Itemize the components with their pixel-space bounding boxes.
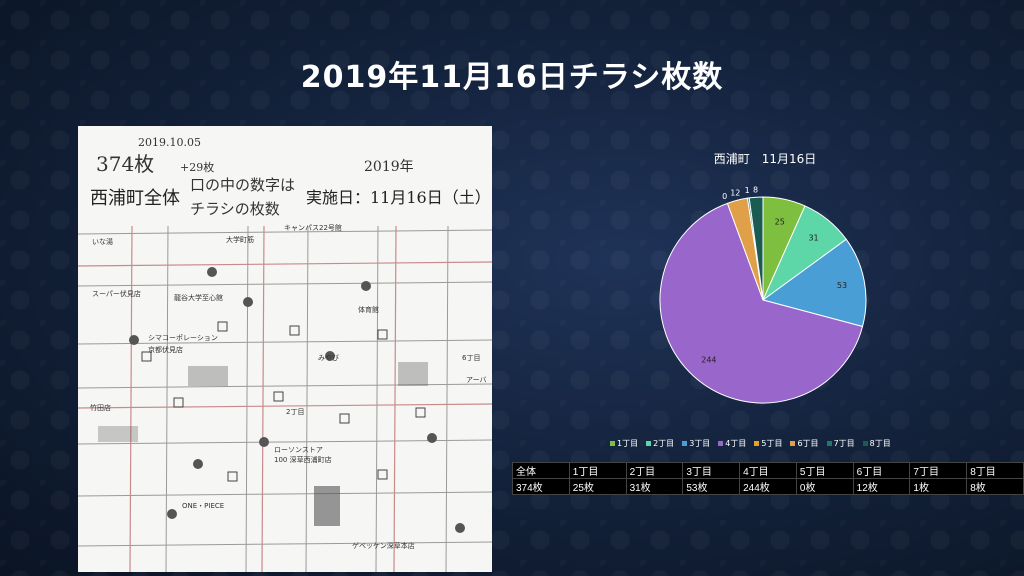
map-label: シマコーポレーション — [148, 334, 218, 342]
legend-swatch — [610, 441, 615, 446]
map-label: ゲベッケン深草本店 — [352, 541, 415, 550]
chart-title: 西浦町 11月16日 — [713, 152, 817, 166]
legend-label: 2丁目 — [653, 439, 675, 448]
handwritten-count: 374枚 — [96, 152, 155, 176]
handwritten-year: 2019年 — [364, 159, 414, 175]
summary-value-cell: 0枚 — [795, 478, 854, 495]
legend-item: 8丁目 — [862, 438, 891, 449]
legend-swatch — [718, 441, 724, 446]
summary-header-cell: 8丁目 — [966, 462, 1024, 479]
legend-label: 6丁目 — [797, 439, 819, 448]
summary-header-cell: 5丁目 — [795, 462, 854, 479]
pie-data-label: 31 — [808, 234, 818, 243]
map-label: キャンパス22号館 — [284, 223, 342, 232]
legend-label: 3丁目 — [689, 439, 711, 448]
pie-data-label: 12 — [730, 189, 740, 198]
summary-value-cell: 12枚 — [852, 478, 911, 495]
summary-header-cell: 全体 — [512, 462, 570, 479]
map-label: 京都伏見店 — [148, 345, 183, 354]
legend-item: 4丁目 — [718, 438, 746, 449]
map-date: 実施日：11月16日（土） — [306, 188, 491, 207]
map-image: キャンパス22号館 大学町筋 いな湯 スーパー伏見店 龍谷大学至心館 体育館 シ… — [78, 126, 492, 572]
pie-data-label: 25 — [775, 217, 785, 226]
map-label: 100 深草西浦町店 — [274, 455, 332, 464]
map-label: 体育館 — [358, 305, 379, 314]
legend-item: 1丁目 — [610, 438, 638, 449]
legend-swatch — [862, 441, 868, 446]
summary-header-cell: 4丁目 — [739, 462, 797, 479]
legend-label: 7丁目 — [833, 439, 855, 448]
map-label: 6丁目 — [462, 354, 480, 362]
pie-slice-4丁目 — [659, 202, 864, 404]
summary-value-cell: 31枚 — [625, 478, 684, 495]
legend-label: 1丁目 — [617, 439, 639, 448]
summary-value-cell: 374枚 — [512, 478, 570, 495]
legend-item: 3丁目 — [682, 438, 710, 449]
summary-header-cell: 6丁目 — [852, 462, 911, 479]
summary-header-row: 全体 1丁目 2丁目 3丁目 4丁目 5丁目 6丁目 7丁目 8丁目 — [512, 462, 1024, 479]
slide-title: 2019年11月16日チラシ枚数 — [300, 60, 724, 95]
map-label: いな湯 — [92, 237, 113, 246]
summary-header-cell: 2丁目 — [625, 462, 684, 479]
legend-item: 6丁目 — [790, 438, 819, 449]
legend-swatch — [754, 441, 760, 446]
pie-data-label: 0 — [722, 192, 727, 201]
summary-value-cell: 244枚 — [739, 478, 797, 495]
summary-value-cell: 8枚 — [966, 478, 1024, 495]
pie-slice-3丁目 — [761, 238, 867, 328]
map-drawing: キャンパス22号館 大学町筋 いな湯 スーパー伏見店 龍谷大学至心館 体育館 シ… — [78, 223, 492, 572]
handwritten-note-1: 口の中の数字は — [190, 176, 296, 194]
legend-item: 7丁目 — [826, 438, 855, 449]
legend-swatch — [646, 441, 652, 446]
legend-swatch — [790, 441, 796, 446]
handwritten-plus: +29枚 — [180, 161, 215, 174]
summary-header-cell: 1丁目 — [568, 462, 627, 479]
map-label: ローソンストア — [274, 446, 323, 454]
summary-table: 全体 1丁目 2丁目 3丁目 4丁目 5丁目 6丁目 7丁目 8丁目 374枚 25枚 31枚 53枚… — [512, 462, 1024, 495]
summary-value-cell: 1枚 — [909, 478, 968, 495]
map-label: 大学町筋 — [226, 235, 254, 244]
map-label: ONE・PIECE — [182, 502, 224, 510]
map-label: 2丁目 — [286, 408, 304, 416]
pie-slice-8丁目 — [748, 196, 764, 301]
pie-chart: 25 31 53 244 0 12 1 8 — [659, 185, 867, 404]
map-heading: 西浦町全体 — [90, 188, 180, 209]
pie-data-label: 1 — [745, 186, 750, 195]
pie-data-label: 53 — [837, 281, 847, 290]
summary-value-cell: 53枚 — [682, 478, 741, 495]
chart-legend: 1丁目 2丁目 3丁目 4丁目 5丁目 6丁目 7丁目 8丁目 — [610, 438, 930, 449]
pie-data-label: 8 — [753, 185, 758, 194]
summary-value-row: 374枚 25枚 31枚 53枚 244枚 0枚 12枚 1枚 8枚 — [512, 478, 1024, 495]
summary-header-cell: 3丁目 — [682, 462, 741, 479]
handwritten-note-2: チラシの枚数 — [190, 200, 280, 218]
legend-label: 8丁目 — [869, 439, 891, 448]
map-label: みやび — [318, 354, 339, 362]
legend-swatch — [826, 441, 832, 446]
legend-swatch — [682, 441, 688, 446]
map-label: スーパー伏見店 — [92, 289, 141, 298]
legend-item: 2丁目 — [646, 438, 674, 449]
summary-value-cell: 25枚 — [568, 478, 627, 495]
legend-label: 5丁目 — [761, 439, 783, 448]
pie-data-label: 244 — [701, 355, 716, 364]
map-label: 龍谷大学至心館 — [174, 293, 223, 302]
handwritten-date: 2019.10.05 — [138, 136, 201, 149]
summary-header-cell: 7丁目 — [909, 462, 968, 479]
legend-label: 4丁目 — [725, 439, 747, 448]
map-label: アーバ — [466, 376, 487, 384]
map-label: 竹田店 — [90, 403, 111, 412]
legend-item: 5丁目 — [754, 438, 782, 449]
